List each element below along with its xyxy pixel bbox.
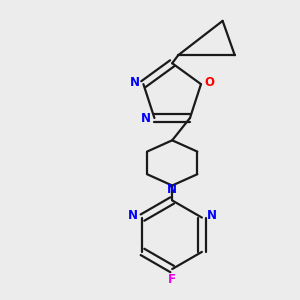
Text: N: N xyxy=(167,183,177,196)
Text: N: N xyxy=(140,112,151,125)
Text: N: N xyxy=(128,209,138,223)
Text: N: N xyxy=(207,209,217,223)
Text: O: O xyxy=(205,76,215,88)
Text: N: N xyxy=(130,76,140,89)
Text: F: F xyxy=(168,273,176,286)
